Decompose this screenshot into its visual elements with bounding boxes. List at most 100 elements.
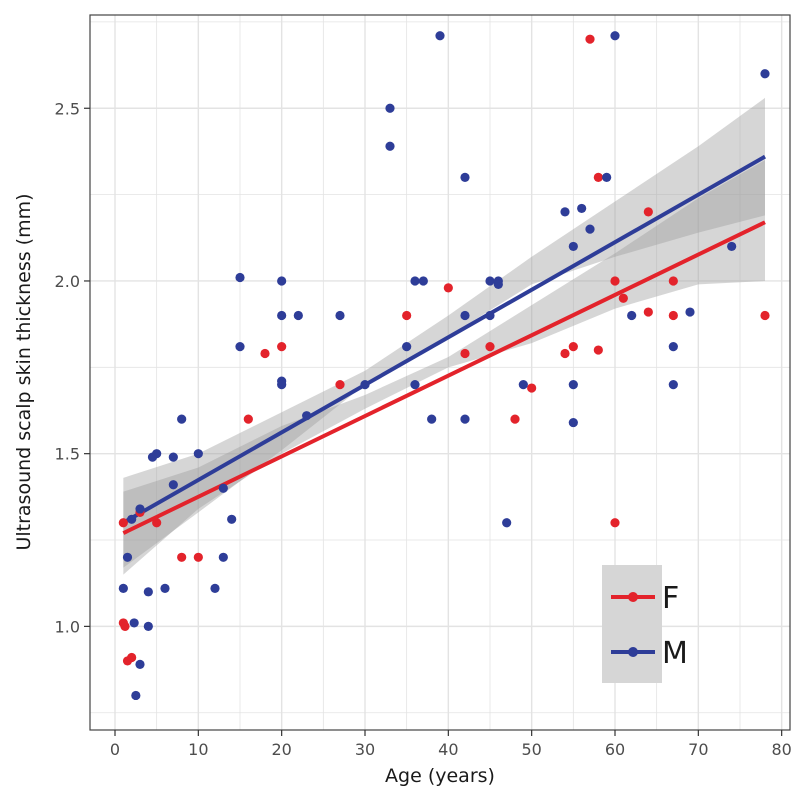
data-point-f: [485, 341, 495, 352]
legend-key-dot-f: [628, 592, 638, 602]
data-point-m: [129, 618, 139, 628]
data-point-m: [127, 514, 137, 524]
data-points: [118, 31, 770, 701]
data-point-f: [335, 379, 345, 390]
data-point-f: [527, 383, 537, 393]
data-point-m: [177, 414, 187, 424]
confidence-band-m: [123, 97, 766, 568]
data-point-m: [160, 583, 170, 593]
axis-ticks: 0 10 20 30 40 50 60 70 80 1.0 1.5 2.0 2.5: [55, 99, 792, 759]
data-point-m: [402, 341, 412, 352]
data-point-m: [427, 414, 437, 424]
data-point-f: [510, 414, 520, 424]
x-tick-label: 80: [771, 740, 791, 759]
x-tick-label: 50: [521, 740, 541, 759]
data-point-m: [277, 310, 287, 321]
data-point-f: [593, 172, 603, 182]
data-point-m: [122, 552, 133, 562]
data-point-m: [118, 583, 128, 593]
data-point-m: [168, 452, 178, 462]
data-point-m: [418, 276, 428, 286]
data-point-f: [643, 207, 653, 217]
data-point-f: [560, 348, 570, 359]
data-point-m: [685, 307, 695, 317]
legend-key-dot-m: [628, 647, 638, 657]
gridlines: [90, 15, 790, 730]
y-tick-label: 2.0: [55, 272, 80, 291]
data-point-m: [502, 518, 512, 528]
legend-label-f: F: [662, 581, 679, 616]
data-point-f: [643, 307, 653, 317]
data-point-m: [277, 276, 287, 286]
data-point-m: [485, 276, 495, 286]
data-point-m: [131, 690, 141, 701]
data-point-f: [760, 310, 770, 321]
y-tick-label: 1.0: [55, 617, 80, 636]
data-point-f: [260, 348, 270, 359]
data-point-m: [218, 552, 228, 562]
data-point-m: [360, 379, 370, 390]
data-point-m: [143, 621, 153, 631]
data-point-m: [485, 310, 495, 321]
data-point-f: [668, 276, 678, 286]
data-point-f: [610, 518, 620, 528]
data-point-f: [152, 518, 162, 528]
legend-label-m: M: [662, 636, 688, 671]
data-point-m: [760, 69, 770, 79]
y-tick-label: 1.5: [55, 445, 80, 464]
data-point-m: [193, 449, 203, 459]
x-axis-title: Age (years): [385, 765, 495, 787]
data-point-m: [435, 31, 445, 41]
data-point-m: [568, 241, 578, 252]
data-point-m: [627, 310, 637, 321]
panel-background: [90, 15, 790, 730]
data-point-m: [293, 310, 303, 321]
panel-border: [89, 14, 791, 731]
regression-line-f: [122, 220, 766, 535]
data-point-f: [568, 341, 578, 352]
data-point-m: [410, 276, 420, 286]
regression-line-m: [122, 154, 766, 525]
data-point-f: [593, 345, 603, 355]
data-point-f: [177, 552, 187, 562]
legend-background: [602, 565, 662, 683]
data-point-m: [493, 279, 503, 290]
data-point-m: [385, 103, 395, 113]
confidence-bands: [123, 97, 766, 575]
x-tick-label: 70: [688, 740, 708, 759]
x-tick-label: 40: [438, 740, 458, 759]
data-point-m: [410, 379, 420, 390]
data-point-m: [385, 141, 395, 151]
data-point-m: [152, 449, 162, 459]
x-tick-label: 10: [188, 740, 208, 759]
data-point-f: [443, 283, 453, 293]
data-point-m: [560, 207, 570, 217]
data-point-m: [235, 272, 245, 283]
data-point-m: [568, 379, 578, 390]
data-point-f: [193, 552, 203, 562]
data-point-m: [235, 341, 245, 352]
data-point-m: [602, 172, 612, 182]
data-point-m: [135, 504, 145, 514]
data-point-f: [668, 310, 678, 321]
data-point-m: [585, 224, 595, 234]
x-tick-label: 60: [605, 740, 625, 759]
data-point-f: [243, 414, 253, 424]
data-point-m: [610, 31, 620, 41]
data-point-m: [518, 379, 528, 390]
data-point-f: [118, 518, 128, 528]
data-point-m: [277, 379, 287, 390]
data-point-f: [618, 293, 628, 303]
data-point-m: [668, 341, 678, 352]
data-point-m: [568, 417, 578, 428]
confidence-band-f: [123, 160, 766, 575]
data-point-f: [120, 621, 130, 631]
data-point-m: [577, 203, 587, 214]
x-tick-label: 20: [271, 740, 291, 759]
data-point-f: [610, 276, 620, 286]
data-point-m: [460, 414, 470, 424]
data-point-f: [402, 310, 412, 321]
data-point-m: [227, 514, 237, 524]
regression-lines: [122, 154, 766, 535]
